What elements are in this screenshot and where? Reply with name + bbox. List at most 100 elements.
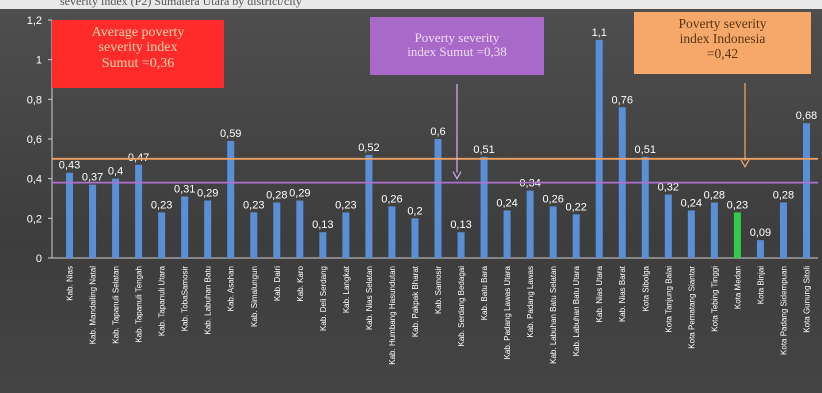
data-label: 0,26: [542, 193, 563, 205]
y-tick-label: 0,8: [27, 94, 42, 106]
data-label: 0,23: [151, 199, 172, 211]
x-tick-label: Kab. Nias Selatan: [365, 266, 374, 330]
x-tick-label: Kota Tanjung Balai: [664, 266, 673, 333]
data-label: 0,29: [289, 187, 310, 199]
data-label: 0,47: [128, 152, 149, 164]
data-label: 0,28: [773, 189, 794, 201]
data-label: 0,28: [704, 189, 725, 201]
bar: [411, 218, 419, 258]
y-tick-label: 1: [36, 55, 42, 67]
average-annotation-line-2: severity index: [98, 40, 178, 56]
y-tick-label: 0,6: [27, 134, 42, 146]
bar: [365, 154, 373, 258]
indonesia-annotation-line-1: Poverty severity: [678, 16, 767, 31]
bar: [779, 202, 787, 258]
bar: [388, 206, 396, 258]
bar: [112, 178, 120, 258]
x-tick-label: Kab. Deli Serdang: [319, 266, 328, 331]
x-tick-label: Kab. TobaSamosir: [181, 266, 190, 332]
annotation-arrowhead: [452, 171, 462, 180]
bar: [158, 212, 166, 258]
data-label: 0,59: [220, 128, 241, 140]
bar: [342, 212, 350, 258]
data-label: 0,51: [473, 144, 494, 156]
x-tick-label: Kab. Langkat: [342, 265, 351, 313]
caption-strip: severity index (P2) Sumatera Utara by di…: [0, 0, 822, 9]
x-tick-label: Kota Pematang Siantar: [687, 266, 696, 349]
bar: [319, 232, 327, 258]
data-label: 0,31: [174, 184, 195, 196]
bar: [296, 200, 304, 258]
average-annotation-line-3: Sumut =0,36: [101, 55, 175, 71]
x-tick-label: Kab. Simalungun: [250, 266, 259, 327]
bar: [66, 172, 74, 258]
data-label: 0,24: [681, 197, 702, 209]
bar: [89, 184, 97, 258]
indonesia-annotation-line-2: index Indonesia: [679, 30, 766, 46]
x-tick-label: Kab. Dairi: [273, 266, 282, 301]
bar: [526, 190, 534, 258]
y-tick-label: 0,2: [27, 213, 42, 225]
data-label: 0,24: [496, 197, 517, 209]
bar: [595, 39, 603, 259]
x-tick-label: Kota Medan: [733, 266, 742, 309]
data-label: 0,26: [381, 193, 402, 205]
data-label: 0,4: [108, 166, 123, 178]
bar: [802, 123, 810, 258]
x-tick-label: Kab. Tapanuli Utara: [158, 265, 167, 336]
data-label: 0,13: [312, 219, 333, 231]
data-label: 1,1: [592, 27, 607, 39]
bar: [710, 202, 718, 258]
average-annotation-line-1: Average poverty: [91, 25, 185, 40]
caption-fragment: severity index (P2) Sumatera Utara by di…: [60, 0, 302, 8]
data-label: 0,32: [658, 182, 679, 194]
data-label: 0,34: [519, 178, 540, 190]
y-tick-label: 0,4: [27, 174, 42, 186]
bar: [756, 240, 764, 258]
x-tick-label: Kab. Asahan: [227, 266, 236, 311]
x-tick-label: Kab. Tapanuli Selatan: [112, 266, 121, 344]
x-tick-label: Kab. Padang Lawas Utara: [503, 265, 512, 359]
x-tick-label: Kota Binjai: [756, 266, 765, 304]
x-tick-label: Kota Padang Sidempuan: [779, 266, 788, 355]
x-tick-label: Kab. Karo: [296, 265, 305, 301]
sumut-annotation-box: Poverty severity index Sumut =0,38: [370, 17, 544, 75]
data-label: 0,09: [750, 227, 771, 239]
bar: [503, 210, 511, 258]
x-tick-label: Kab. Nias Utara: [595, 265, 604, 322]
x-tick-label: Kota Sibolga: [641, 265, 650, 311]
x-tick-label: Kab. Nias: [66, 266, 75, 301]
bar: [250, 212, 258, 258]
bar: [733, 212, 741, 258]
x-tick-label: Kota Tebing Tinggi: [710, 266, 719, 332]
x-tick-label: Kab. Tapanuli Tengah: [135, 266, 144, 343]
bar: [687, 210, 695, 258]
bar: [664, 194, 672, 258]
x-tick-label: Kab. Labuhan Batu Utara: [572, 265, 581, 356]
average-annotation-box: Average poverty severity index Sumut =0,…: [52, 20, 224, 88]
data-label: 0,52: [358, 142, 379, 154]
bar: [181, 196, 189, 258]
x-tick-label: Kab. Humbang Hasundutan: [388, 266, 397, 365]
x-tick-label: Kab. Pakpak Bharat: [411, 265, 420, 337]
data-label: 0,2: [407, 205, 422, 217]
data-label: 0,13: [450, 219, 471, 231]
bar: [135, 164, 143, 258]
indonesia-annotation-line-3: =0,42: [706, 45, 739, 61]
data-label: 0,23: [243, 199, 264, 211]
bar: [572, 214, 580, 258]
data-label: 0,23: [335, 199, 356, 211]
data-label: 0,37: [82, 172, 103, 184]
y-tick-label: 0: [36, 253, 42, 265]
x-tick-label: Kab. Serdang Bedagai: [457, 266, 466, 347]
data-label: 0,68: [796, 110, 817, 122]
data-label: 0,28: [266, 189, 287, 201]
data-label: 0,6: [430, 126, 445, 138]
bar: [549, 206, 557, 258]
bar: [641, 156, 649, 258]
data-label: 0,76: [612, 94, 633, 106]
bar: [227, 140, 235, 258]
bar: [434, 139, 442, 258]
bar: [457, 232, 465, 258]
